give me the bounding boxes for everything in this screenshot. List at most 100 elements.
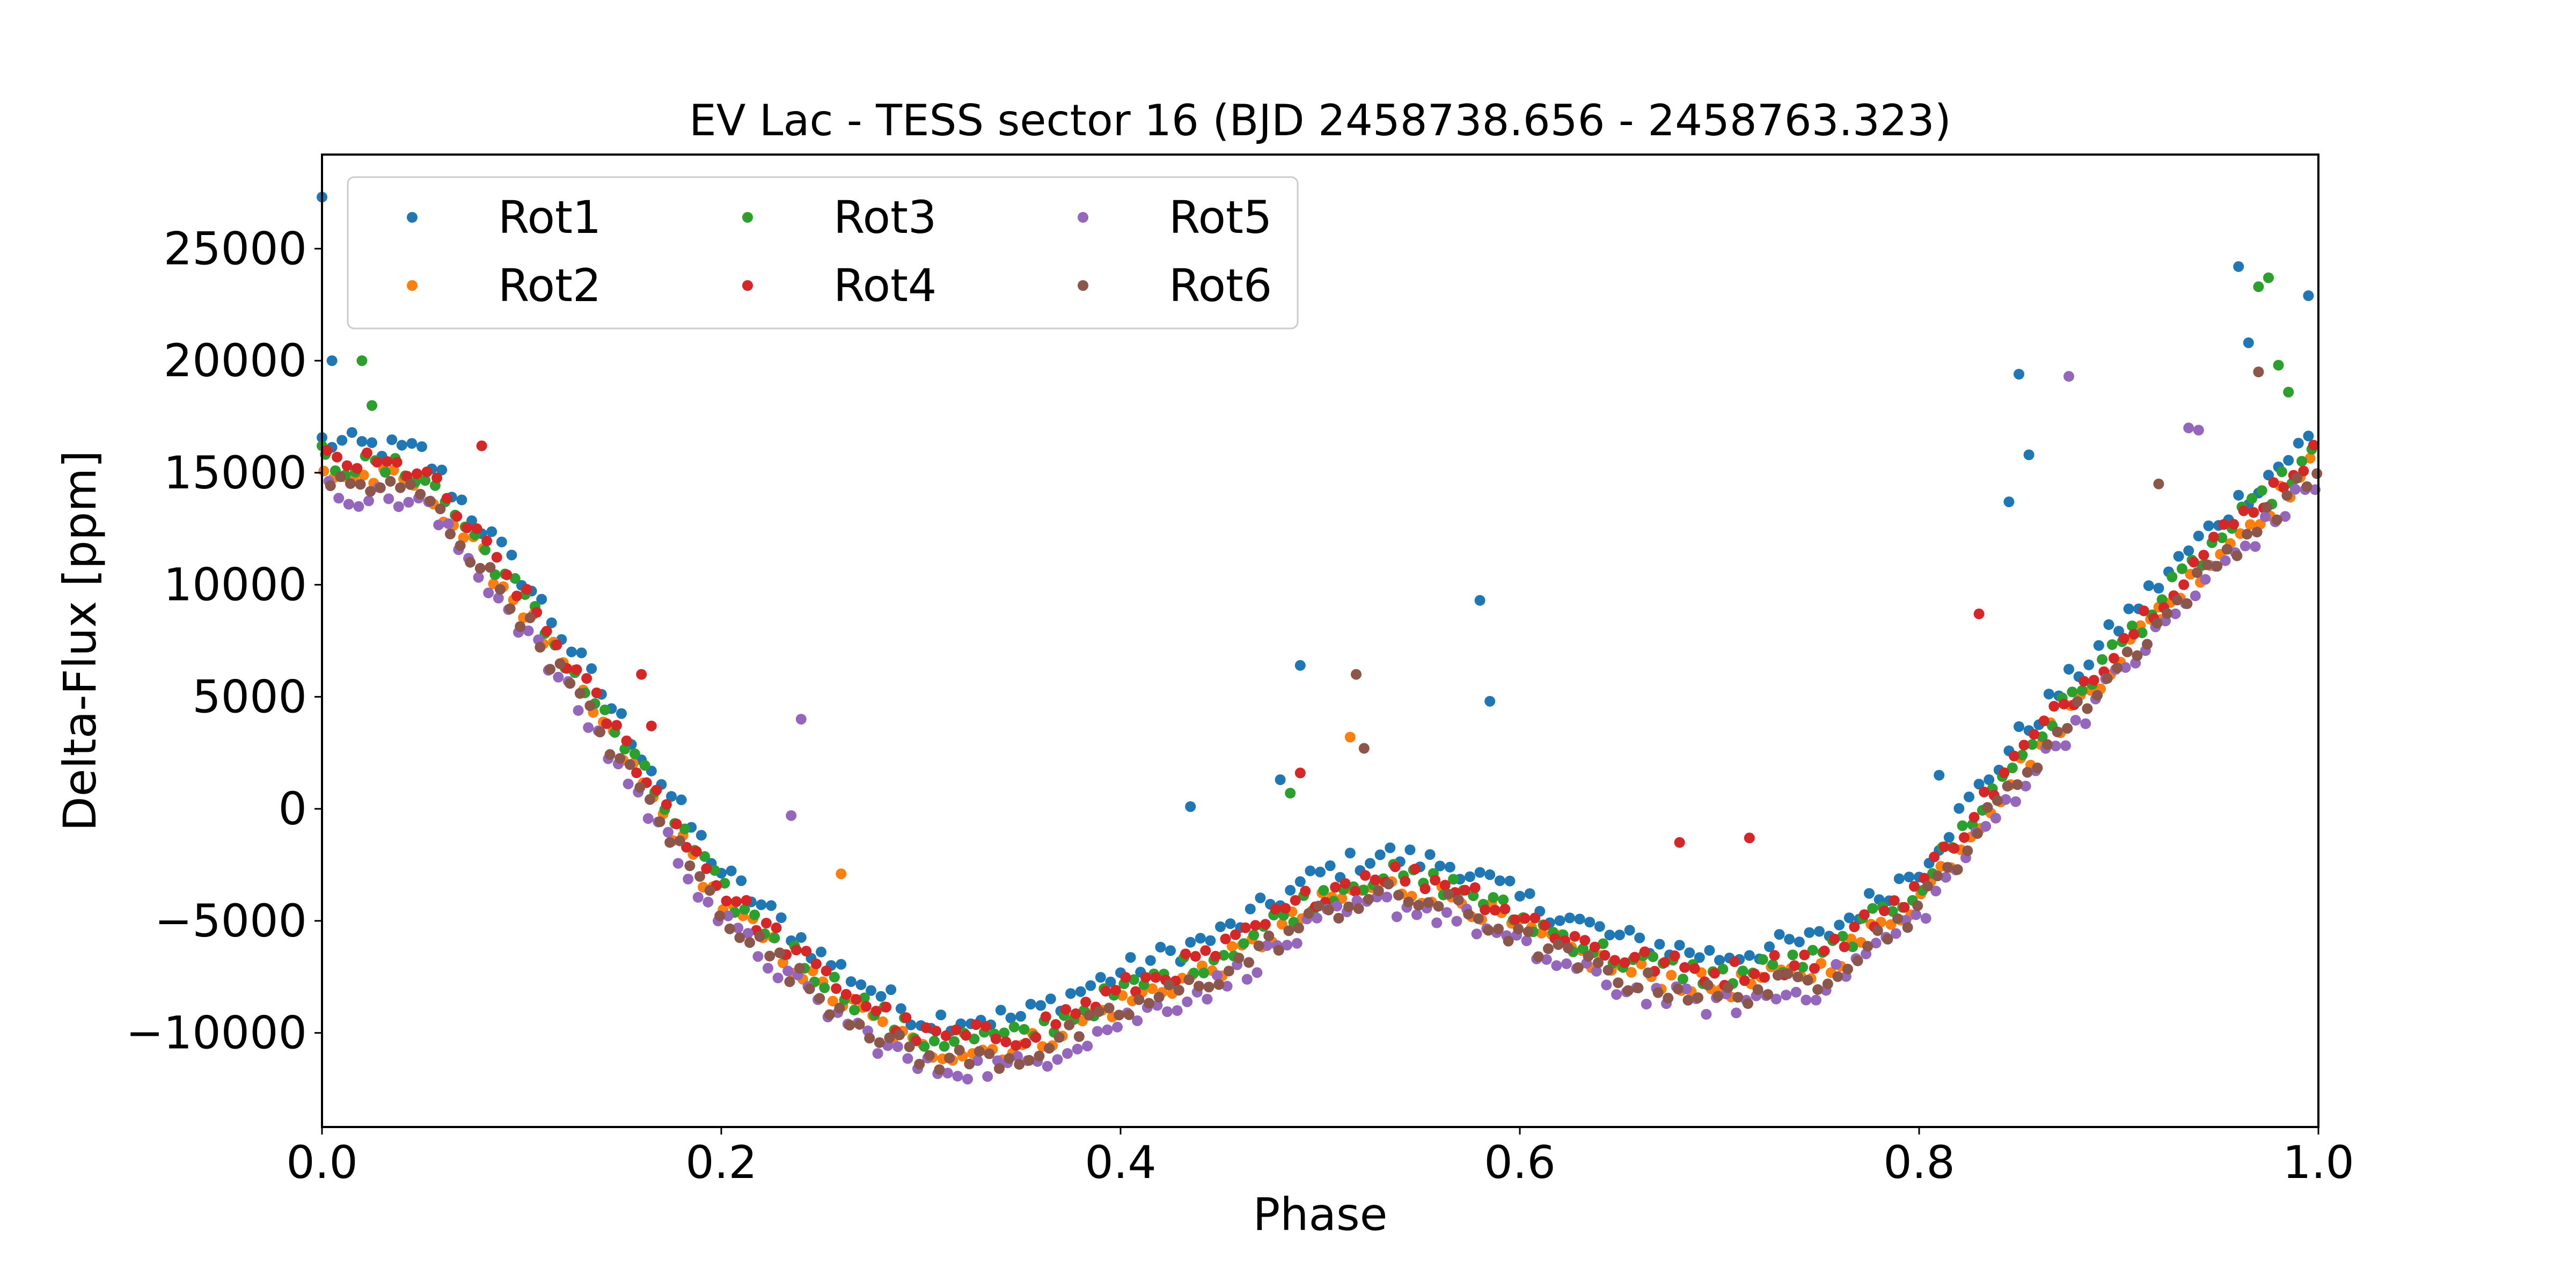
- data-point: [1973, 608, 1985, 619]
- data-point: [1103, 1002, 1115, 1014]
- data-point: [754, 931, 765, 942]
- data-point: [2043, 689, 2054, 700]
- data-point: [1459, 884, 1470, 896]
- data-point: [433, 519, 444, 531]
- data-point: [1648, 951, 1659, 962]
- legend-marker: [742, 212, 753, 223]
- data-point: [481, 535, 493, 546]
- data-point: [1409, 863, 1421, 875]
- data-point: [1701, 1009, 1712, 1020]
- data-point: [1085, 980, 1096, 991]
- data-point: [1483, 925, 1494, 936]
- data-point: [939, 1041, 950, 1052]
- data-point: [651, 785, 662, 796]
- data-point: [1962, 845, 1973, 857]
- y-tick-label: 5000: [192, 670, 307, 723]
- data-point: [1604, 930, 1615, 941]
- data-point: [2242, 529, 2252, 540]
- data-point: [2203, 520, 2214, 531]
- legend: Rot1 Rot2 Rot3 Rot4 Rot5 Rot6: [347, 176, 1299, 330]
- data-point: [1732, 992, 1744, 1003]
- data-point: [1872, 925, 1883, 936]
- data-point: [766, 900, 777, 911]
- data-point: [599, 704, 611, 715]
- data-point: [1275, 774, 1286, 785]
- data-point: [642, 813, 654, 824]
- data-point: [483, 587, 494, 598]
- data-point: [523, 625, 534, 636]
- data-point: [795, 932, 807, 943]
- data-point: [1641, 999, 1652, 1009]
- legend-marker: [742, 280, 753, 291]
- data-point: [1957, 820, 1968, 831]
- data-point: [2256, 485, 2267, 496]
- data-point: [1230, 929, 1241, 940]
- data-point: [1938, 841, 1950, 852]
- data-point: [1757, 954, 1768, 965]
- data-point: [509, 573, 521, 584]
- data-point: [565, 678, 576, 689]
- data-point: [901, 1012, 912, 1023]
- data-point: [2108, 653, 2119, 664]
- data-point: [2018, 740, 2030, 751]
- data-point: [501, 569, 513, 581]
- data-point: [1140, 972, 1151, 983]
- data-points: [317, 192, 2323, 1085]
- data-point: [2193, 530, 2204, 541]
- data-point: [1613, 977, 1624, 989]
- data-point: [1290, 895, 1301, 906]
- data-point: [1624, 925, 1635, 936]
- data-point: [980, 1021, 992, 1032]
- data-point: [2251, 526, 2263, 538]
- data-point: [1291, 938, 1302, 949]
- data-point: [1358, 743, 1370, 754]
- data-point: [333, 493, 345, 504]
- legend-marker: [1078, 280, 1088, 291]
- data-point: [884, 1032, 895, 1043]
- data-point: [1435, 860, 1446, 872]
- data-point: [2162, 608, 2173, 619]
- data-point: [672, 858, 684, 869]
- data-point: [782, 965, 794, 977]
- data-point: [1180, 948, 1191, 960]
- data-point: [1622, 985, 1634, 996]
- data-point: [972, 1055, 983, 1066]
- data-point: [2063, 371, 2074, 382]
- data-point: [1713, 991, 1724, 1002]
- data-point: [421, 466, 433, 478]
- x-tick-label: 1.0: [2282, 1136, 2354, 1189]
- data-point: [1834, 919, 1845, 931]
- data-point: [645, 794, 655, 805]
- data-point: [1922, 881, 1933, 892]
- data-point: [1133, 994, 1145, 1005]
- data-point: [1185, 936, 1196, 948]
- data-point: [2293, 437, 2304, 449]
- data-point: [1709, 968, 1720, 979]
- data-point: [1034, 1050, 1045, 1062]
- data-point: [1759, 972, 1770, 983]
- data-point: [1125, 952, 1136, 963]
- data-point: [416, 441, 427, 452]
- data-point: [616, 708, 627, 719]
- data-point: [794, 963, 805, 974]
- data-point: [581, 673, 592, 684]
- data-point: [1503, 935, 1514, 947]
- data-point: [1065, 988, 1076, 999]
- data-point: [1072, 1043, 1083, 1055]
- data-point: [1684, 947, 1695, 958]
- data-point: [694, 871, 705, 882]
- data-point: [1609, 955, 1620, 966]
- data-point: [722, 910, 734, 921]
- data-point: [1205, 935, 1216, 946]
- data-point: [1195, 933, 1206, 944]
- data-point: [2072, 696, 2083, 707]
- data-point: [1767, 959, 1779, 970]
- data-point: [791, 945, 802, 956]
- data-point: [1114, 1009, 1125, 1021]
- x-tick-label: 0.8: [1883, 1136, 1955, 1189]
- data-point: [1305, 865, 1316, 876]
- data-point: [2193, 425, 2204, 436]
- data-point: [860, 1001, 872, 1012]
- data-point: [1614, 930, 1625, 941]
- data-point: [1474, 867, 1485, 878]
